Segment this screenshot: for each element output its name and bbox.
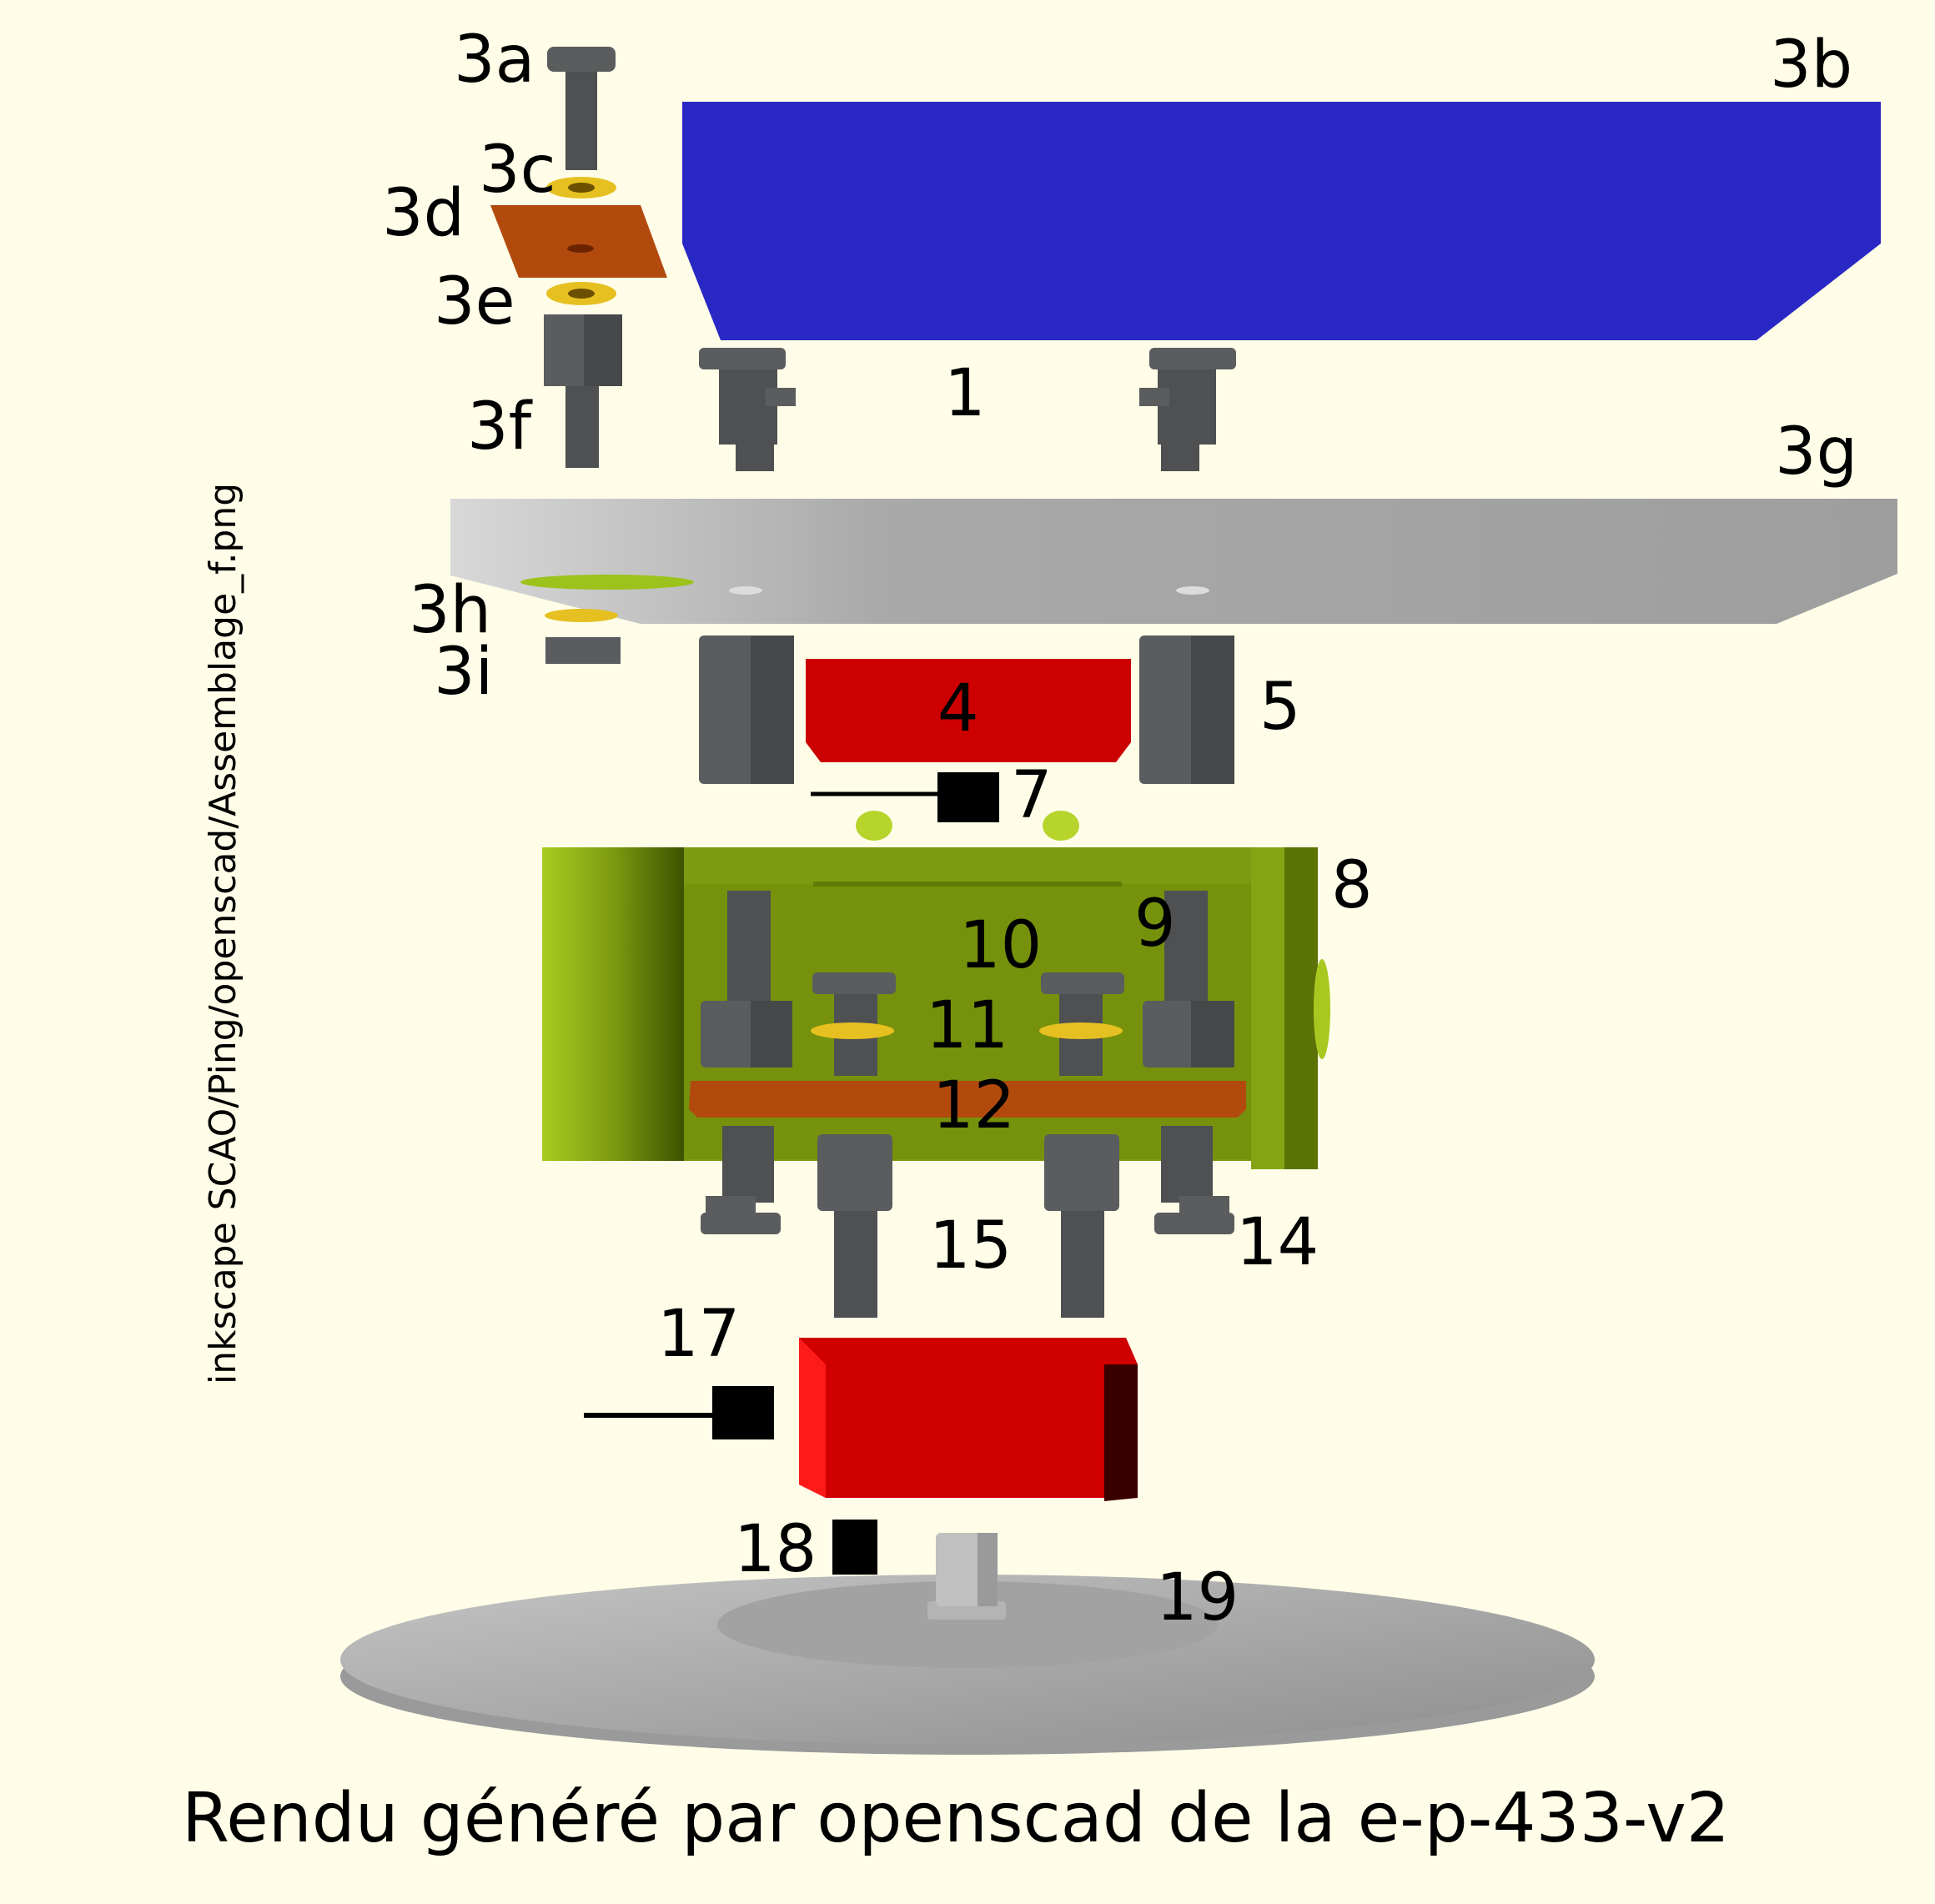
label-4: 4 bbox=[937, 671, 979, 746]
part-1-clip-left bbox=[699, 348, 796, 471]
part-3f-spacer bbox=[544, 314, 622, 468]
label-18: 18 bbox=[734, 1512, 817, 1587]
label-7: 7 bbox=[1011, 758, 1053, 833]
caption: Rendu généré par openscad de la e-p-433-… bbox=[182, 1779, 1730, 1858]
part-3g-green-slot bbox=[520, 575, 694, 590]
part-3b-blue-plate bbox=[682, 102, 1881, 340]
part-9-rod-right bbox=[1143, 891, 1234, 1068]
label-10: 10 bbox=[959, 908, 1042, 983]
label-1: 1 bbox=[944, 356, 986, 431]
part-15-spacer-right bbox=[1044, 1134, 1119, 1318]
part-9-rod-left bbox=[701, 891, 792, 1068]
label-17: 17 bbox=[657, 1297, 740, 1372]
part-5-spacer-left bbox=[699, 636, 794, 784]
part-14-clip-right bbox=[1154, 1126, 1234, 1234]
part-12-orange-plate bbox=[689, 1081, 1246, 1118]
part-4-red-block bbox=[806, 659, 1131, 762]
label-3b: 3b bbox=[1770, 28, 1852, 103]
part-17-connector bbox=[712, 1386, 774, 1439]
label-9: 9 bbox=[1134, 887, 1176, 962]
label-3c: 3c bbox=[479, 133, 556, 208]
label-3i: 3i bbox=[434, 635, 493, 710]
part-3d-orange-plate bbox=[490, 205, 667, 278]
label-3h: 3h bbox=[409, 573, 491, 648]
part-3d-hole bbox=[567, 244, 594, 253]
part-3h-washer bbox=[545, 609, 618, 622]
part-3g-hole-left bbox=[729, 586, 762, 595]
part-3e-washer bbox=[546, 282, 616, 305]
part-11-washer-right bbox=[1039, 1022, 1123, 1039]
part-14-clip-left bbox=[701, 1126, 781, 1234]
part-11-washer-left bbox=[811, 1022, 894, 1039]
side-file-path: inkscape SCAO/Ping/openscad/Assemblage_f… bbox=[202, 483, 244, 1384]
label-12: 12 bbox=[932, 1068, 1015, 1143]
label-5: 5 bbox=[1259, 670, 1301, 745]
part-7-connector bbox=[937, 772, 999, 822]
label-3d: 3d bbox=[382, 176, 465, 251]
part-3g-hole-right bbox=[1176, 586, 1209, 595]
label-11: 11 bbox=[926, 988, 1008, 1063]
part-3c-washer bbox=[546, 177, 616, 198]
part-5-spacer-right bbox=[1139, 636, 1234, 784]
label-8: 8 bbox=[1331, 848, 1373, 923]
label-3g: 3g bbox=[1775, 414, 1857, 490]
label-3e: 3e bbox=[434, 264, 515, 339]
part-1-clip-right bbox=[1139, 348, 1236, 471]
label-15: 15 bbox=[929, 1208, 1012, 1284]
label-3f: 3f bbox=[467, 389, 533, 465]
label-14: 14 bbox=[1236, 1205, 1319, 1280]
part-3a-screw bbox=[547, 47, 616, 170]
part-19-post bbox=[927, 1533, 1006, 1620]
label-3a: 3a bbox=[454, 23, 535, 98]
part-17-red-block bbox=[799, 1338, 1138, 1501]
part-3i-nut bbox=[545, 637, 621, 664]
label-19: 19 bbox=[1156, 1560, 1239, 1635]
part-15-spacer-left bbox=[817, 1134, 892, 1318]
base-disc bbox=[340, 1575, 1595, 1755]
part-18-connector bbox=[832, 1520, 877, 1575]
part-3g-grey-plate bbox=[450, 499, 1897, 624]
